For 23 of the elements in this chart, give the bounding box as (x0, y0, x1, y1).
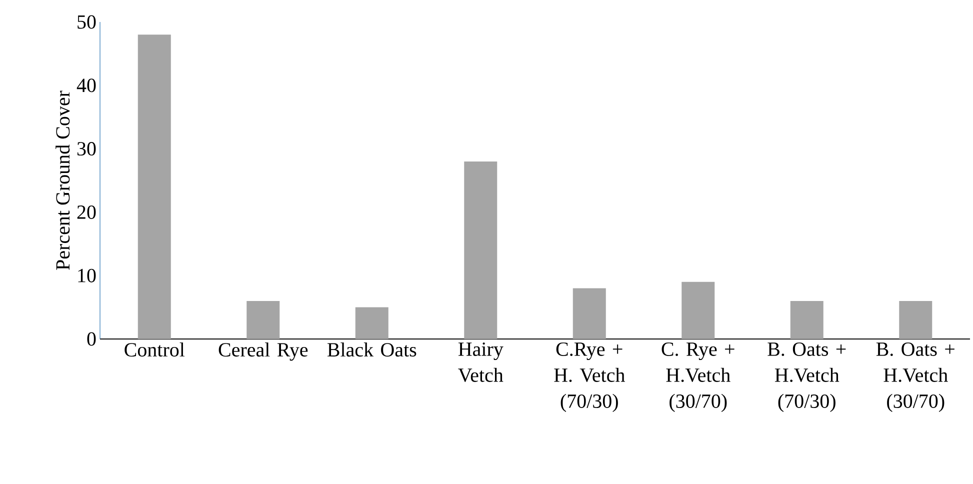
y-axis-title: Percent Ground Cover (56, 90, 70, 270)
bar (572, 288, 606, 339)
x-tick-label: C.Rye + H. Vetch (70/30) (554, 342, 625, 412)
bar (899, 300, 932, 339)
x-tick-label: C. Rye + H.Vetch (30/70) (662, 342, 734, 412)
y-tick-label: 10 (78, 268, 96, 282)
x-tick-label: Cereal Rye (218, 342, 308, 361)
y-tick-label: 20 (77, 205, 96, 219)
bar (682, 282, 715, 339)
y-tick-label: 50 (78, 15, 96, 29)
x-tick-label: Black Oats (327, 342, 416, 357)
bar (790, 300, 824, 339)
bar (138, 34, 171, 339)
x-tick-label: B. Oats + H.Vetch (30/70) (876, 342, 954, 412)
bar (246, 300, 280, 339)
y-tick-label: 0 (87, 332, 96, 346)
y-tick-label: 40 (76, 78, 96, 92)
x-tick-label: Hairy Vetch (458, 342, 504, 382)
bar (464, 161, 498, 339)
x-tick-label: Control (124, 342, 185, 357)
y-tick-label: 30 (77, 142, 96, 156)
x-tick-label: B. Oats + H.Vetch (70/30) (768, 342, 846, 412)
bar (355, 307, 388, 339)
